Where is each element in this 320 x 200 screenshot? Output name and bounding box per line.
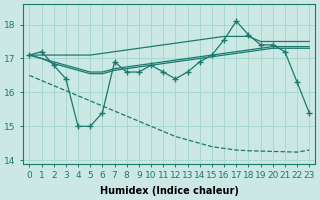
- X-axis label: Humidex (Indice chaleur): Humidex (Indice chaleur): [100, 186, 239, 196]
